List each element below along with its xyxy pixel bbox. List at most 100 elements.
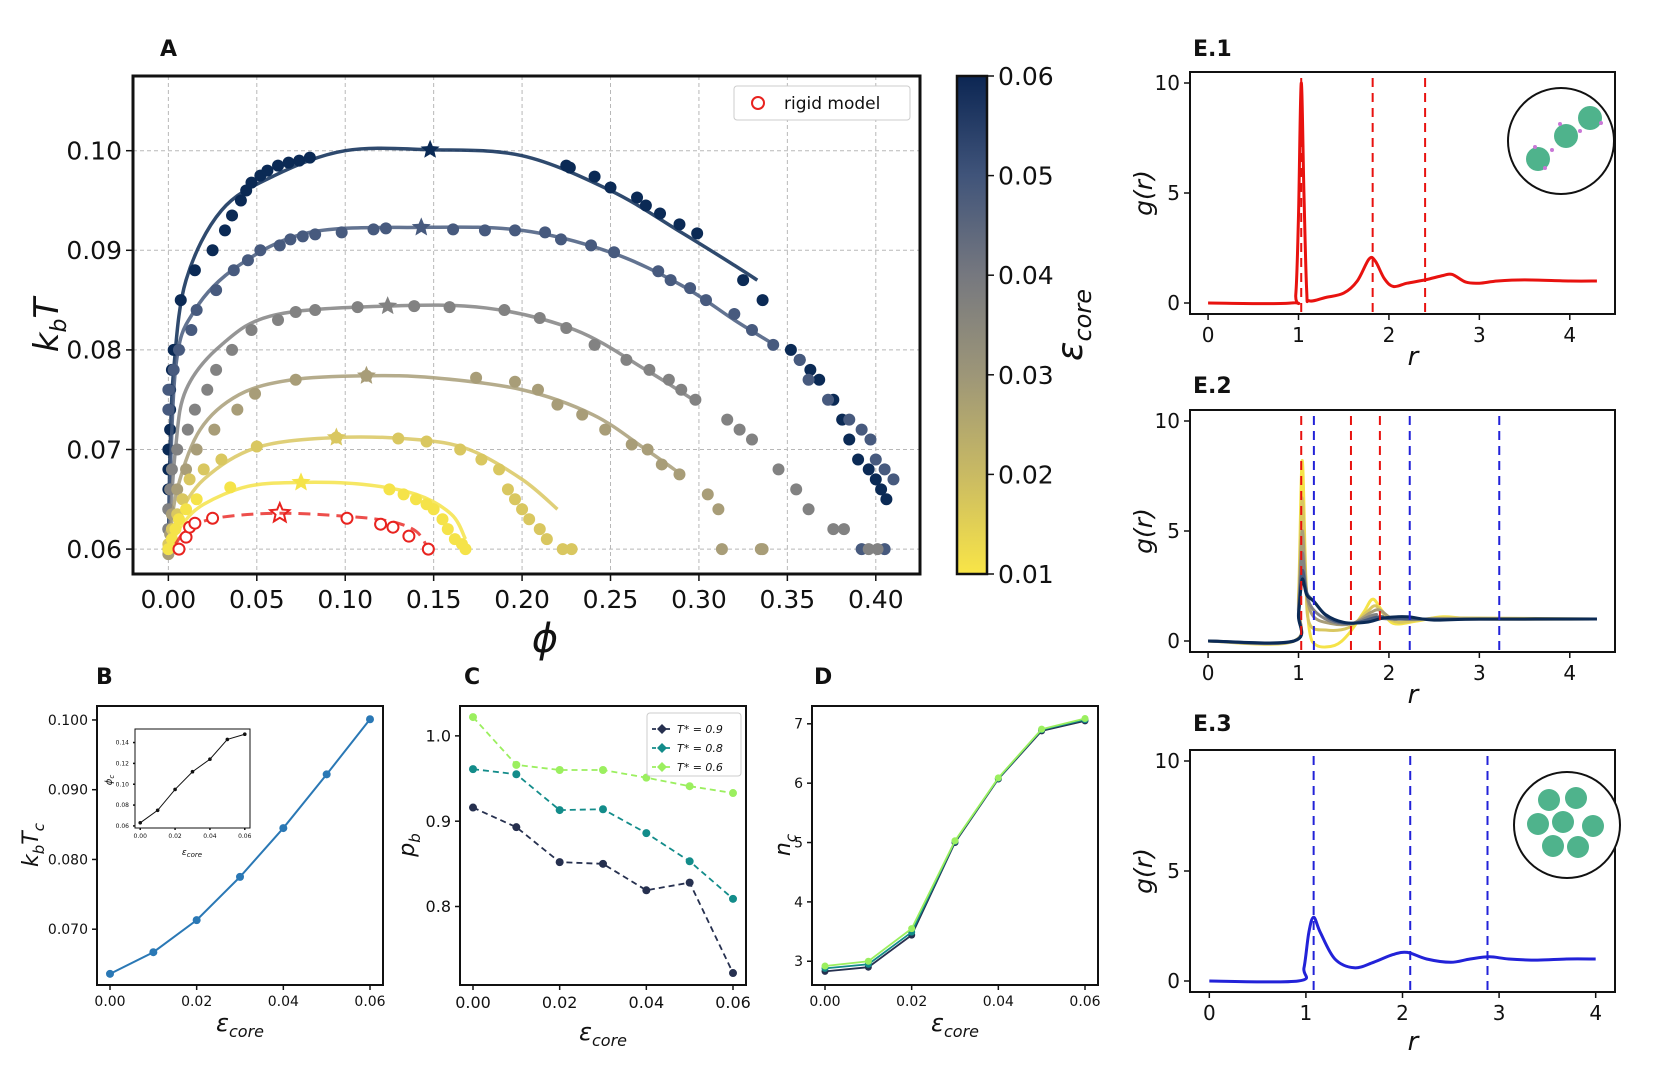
panel-e1: E.1 0 1 2 3 4 0 5 10 r g(r) [1129, 37, 1616, 372]
data-point [236, 872, 244, 881]
x-tick-label: 0.04 [983, 994, 1014, 1010]
data-point [608, 246, 621, 259]
data-point [427, 503, 440, 516]
rigid-point [386, 520, 400, 534]
y-tick-label: 0.08 [66, 336, 122, 365]
data-point [565, 543, 578, 556]
data-point [862, 543, 875, 556]
inset-data: 0.00 0.02 0.04 0.06 0.06 0.08 0.10 0.12 0.14 [116, 732, 252, 840]
series-line [472, 768, 734, 900]
legend-label: T* = 0.9 [677, 723, 723, 736]
y-tick-label: 6 [794, 776, 803, 792]
svg-text:g(r): g(r) [1129, 848, 1158, 894]
data-point [181, 423, 194, 436]
inset-ylabel: ϕc [104, 775, 116, 786]
data-point [226, 209, 239, 222]
data-point [1038, 725, 1046, 733]
panel-d-xlabel: εcore [931, 1009, 979, 1041]
data-point [729, 969, 737, 978]
data-point [282, 156, 295, 169]
data-point [512, 823, 521, 832]
panel-e3-ylabel: g(r) [1129, 848, 1158, 894]
data-point [309, 228, 322, 241]
x-tick-label: 0.30 [671, 585, 727, 614]
data-point [588, 338, 601, 351]
data-point [864, 957, 872, 965]
rigid-point [402, 529, 416, 543]
data-point [443, 301, 456, 314]
svg-text:g(r): g(r) [1129, 508, 1158, 554]
data-point [843, 413, 856, 426]
data-point [383, 483, 396, 496]
data-point [197, 463, 210, 476]
legend-marker [657, 762, 667, 772]
series-line [824, 719, 1086, 973]
data-point [498, 304, 511, 317]
x-tick-label: 0.04 [268, 994, 299, 1010]
data-point [745, 433, 758, 446]
rdf-curve [1208, 568, 1597, 645]
data-point [241, 254, 254, 267]
data-point [493, 463, 506, 476]
rigid-point [421, 542, 435, 556]
panel-e2-ylabel: g(r) [1129, 508, 1158, 554]
colorbar: 0.01 0.02 0.03 0.04 0.05 0.06 εcore [955, 62, 1097, 589]
data-point [887, 473, 900, 486]
rigid-point [374, 517, 388, 531]
x-tick-label: 0.35 [760, 585, 816, 614]
x-tick-label: 0.02 [181, 994, 212, 1010]
data-point [822, 393, 835, 406]
x-tick-label: 0.00 [809, 994, 840, 1010]
data-point [685, 878, 694, 887]
data-point [210, 284, 223, 297]
data-point [654, 207, 667, 220]
panel-label-b: B [96, 665, 113, 690]
y-tick-label: 5 [1167, 859, 1180, 883]
y-tick-label: 7 [794, 717, 803, 733]
data-point [201, 383, 214, 396]
data-point [210, 363, 223, 376]
colorbar-tick-label: 0.04 [998, 261, 1054, 290]
panel-e1-data [1208, 78, 1597, 312]
data-point [188, 264, 201, 277]
data-point [871, 543, 884, 556]
series-curve [166, 373, 683, 550]
data-point [172, 513, 185, 526]
data-point [441, 523, 454, 536]
data-point [837, 523, 850, 536]
panel-c-data [469, 713, 737, 978]
data-point [733, 423, 746, 436]
data-point [254, 244, 267, 257]
x-tick-label: 0.20 [494, 585, 550, 614]
data-point [673, 468, 686, 481]
inset-point [225, 737, 230, 742]
data-point [641, 443, 654, 456]
x-tick-label: 3 [1473, 323, 1486, 347]
colorbar-ticks: 0.01 0.02 0.03 0.04 0.05 0.06 [987, 62, 1054, 589]
data-point [585, 239, 598, 252]
data-point [224, 481, 237, 494]
data-point [470, 371, 483, 384]
data-point [712, 503, 725, 516]
data-point [190, 493, 203, 506]
data-point [737, 274, 750, 287]
y-tick-label: 10 [1155, 71, 1180, 95]
data-point [631, 191, 644, 204]
data-point [162, 383, 175, 396]
panel-e2-data [1208, 416, 1597, 650]
data-point [556, 543, 569, 556]
data-point [639, 199, 652, 212]
data-point [843, 433, 856, 446]
data-point [793, 353, 806, 366]
x-tick-label: 0.06 [354, 994, 385, 1010]
cluster-illustration-compact [1513, 771, 1621, 879]
x-tick-label: 0.25 [583, 585, 639, 614]
data-point [767, 338, 780, 351]
data-point [245, 323, 258, 336]
y-tick-label: 0 [1167, 629, 1180, 653]
panel-e1-ylabel: g(r) [1129, 170, 1158, 216]
inset-frame [134, 728, 251, 829]
svg-text:ϕc: ϕc [104, 775, 116, 786]
panel-d-data [821, 714, 1089, 975]
legend-marker-rigid [751, 96, 765, 110]
